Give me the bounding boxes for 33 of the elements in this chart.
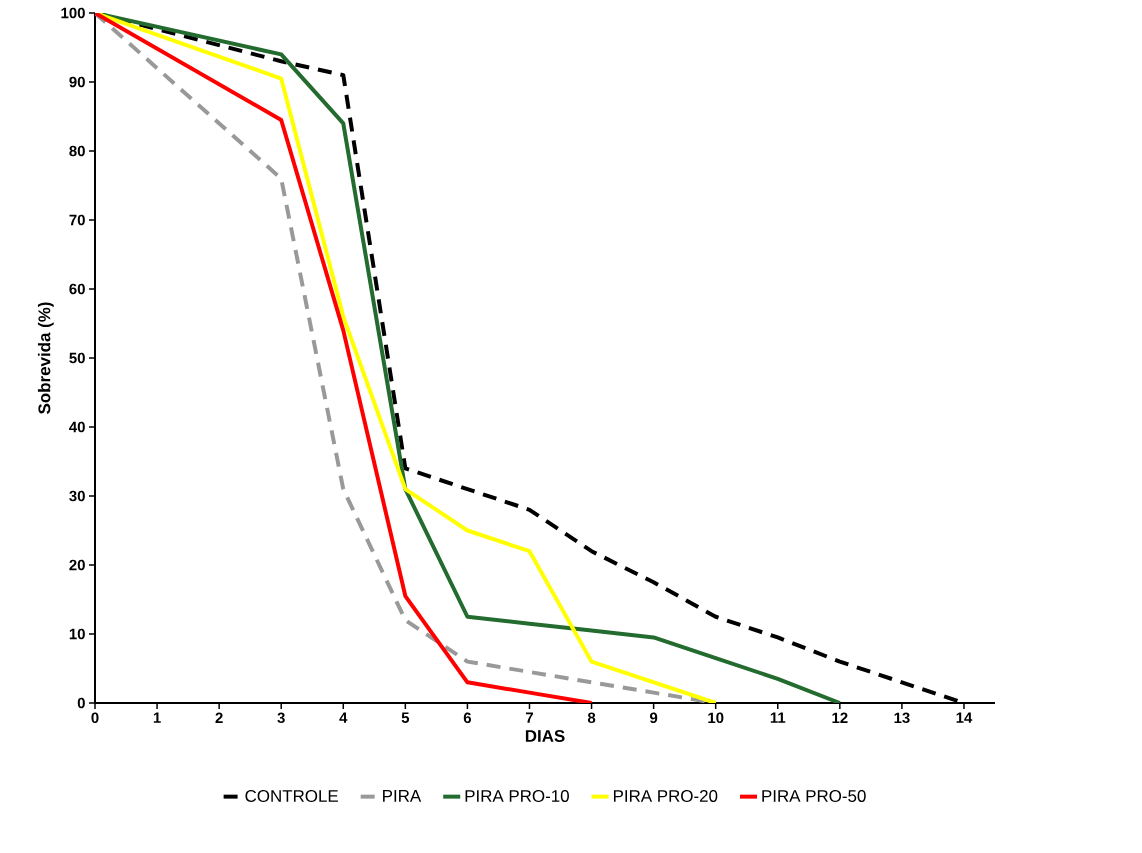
y-tick-label: 90 xyxy=(69,76,85,88)
x-tick-label: 3 xyxy=(277,712,285,724)
x-tick-label: 11 xyxy=(770,712,786,723)
x-tick-label: 12 xyxy=(832,712,848,723)
legend-label: CONTROLE xyxy=(245,789,338,802)
x-tick-label: 1 xyxy=(153,712,161,723)
legend-label: PIRA PRO-20 xyxy=(613,789,718,802)
x-tick-label: 10 xyxy=(708,712,724,724)
x-tick-label: 0 xyxy=(91,712,99,724)
y-tick-label: 70 xyxy=(69,214,85,226)
y-axis-title: Sobrevida (%) xyxy=(37,302,54,414)
y-tick-label: 10 xyxy=(69,628,85,640)
x-tick-label: 13 xyxy=(894,712,910,724)
y-tick-label: 50 xyxy=(69,352,85,364)
legend-label: PIRA xyxy=(383,790,422,802)
y-tick-label: 80 xyxy=(69,145,85,157)
x-tick-label: 14 xyxy=(956,712,973,723)
y-tick-label: 0 xyxy=(77,697,85,709)
legend-label: PIRA PRO-10 xyxy=(465,789,569,802)
y-tick-label: 20 xyxy=(69,559,85,571)
legend-label: PIRA PRO-50 xyxy=(762,789,866,802)
x-tick-label: 2 xyxy=(215,712,223,723)
x-tick-label: 7 xyxy=(525,712,533,723)
y-tick-label: 40 xyxy=(69,421,85,433)
x-axis-title: DIAS xyxy=(525,729,565,742)
y-tick-label: 30 xyxy=(69,490,85,502)
y-tick-label: 60 xyxy=(69,283,85,295)
y-tick-label: 100 xyxy=(61,7,85,19)
x-tick-label: 4 xyxy=(339,712,348,723)
x-tick-label: 5 xyxy=(401,712,410,723)
x-tick-label: 6 xyxy=(463,712,472,724)
x-tick-label: 9 xyxy=(649,712,658,724)
x-tick-label: 8 xyxy=(587,712,596,724)
